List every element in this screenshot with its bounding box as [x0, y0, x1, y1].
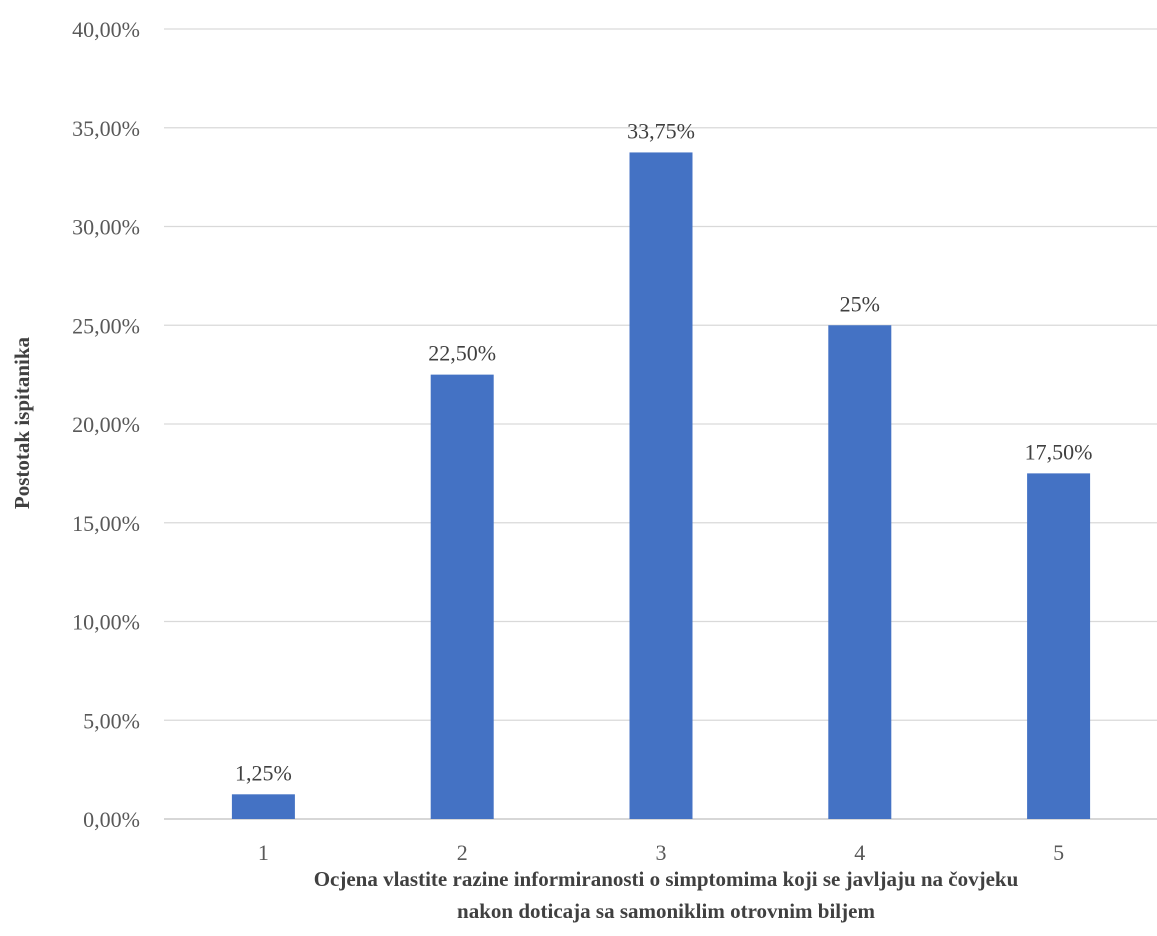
x-tick-label: 5 [1053, 840, 1064, 865]
bars [231, 152, 1091, 819]
y-axis-ticks: 0,00% 5,00% 10,00% 15,00% 20,00% 25,00% 30,00%… [72, 17, 140, 832]
data-label-5: 17,50% [1025, 439, 1093, 464]
x-tick-label: 2 [457, 840, 468, 865]
bar-2 [430, 374, 494, 819]
x-tick-label: 1 [258, 840, 269, 865]
y-tick-label: 40,00% [72, 17, 140, 42]
y-tick-label: 30,00% [72, 215, 140, 240]
y-tick-label: 15,00% [72, 511, 140, 536]
x-tick-label: 3 [656, 840, 667, 865]
bar-1 [231, 794, 295, 819]
x-tick-label: 4 [854, 840, 865, 865]
y-tick-label: 25,00% [72, 313, 140, 338]
y-tick-label: 10,00% [72, 610, 140, 635]
data-label-3: 33,75% [627, 118, 695, 143]
y-tick-label: 35,00% [72, 116, 140, 141]
data-label-1: 1,25% [235, 760, 292, 785]
data-label-2: 22,50% [428, 341, 496, 366]
x-axis-ticks: 1 2 3 4 5 [258, 840, 1064, 865]
y-tick-label: 20,00% [72, 412, 140, 437]
bar-4 [828, 325, 892, 819]
y-tick-label: 0,00% [83, 807, 140, 832]
x-axis-title-line-2: nakon doticaja sa samoniklim otrovnim bi… [457, 899, 875, 923]
x-axis-title-line-1: Ocjena vlastite razine informiranosti o … [314, 867, 1019, 891]
data-label-4: 25% [840, 291, 880, 316]
y-tick-label: 5,00% [83, 708, 140, 733]
bar-5 [1027, 473, 1091, 819]
data-labels: 1,25% 22,50% 33,75% 25% 17,50% [235, 118, 1093, 785]
y-axis-title: Postotak ispitanika [10, 336, 34, 509]
bar-3 [629, 152, 693, 819]
